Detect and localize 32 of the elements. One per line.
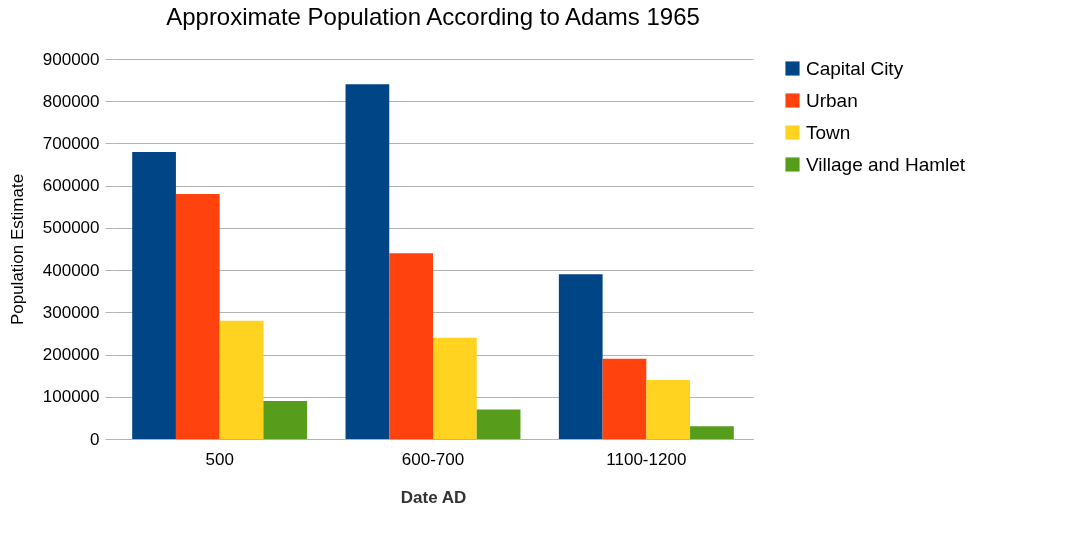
bar: [219, 320, 264, 439]
y-tick-label: 800000: [42, 91, 100, 111]
bar: [263, 401, 308, 439]
y-tick-label: 200000: [42, 345, 100, 365]
x-tick-label: 500: [205, 449, 234, 469]
bar: [476, 409, 521, 439]
bar: [646, 379, 691, 439]
bar: [690, 426, 734, 439]
legend-label: Urban: [806, 89, 858, 111]
y-tick-label: 600000: [42, 176, 100, 196]
y-tick-label: 500000: [42, 218, 100, 238]
y-tick-label: 700000: [42, 133, 100, 153]
x-tick-label: 600-700: [401, 449, 465, 469]
y-tick-label: 400000: [42, 260, 100, 280]
y-tick-label: 0: [90, 429, 100, 449]
x-tick-label: 1100-1200: [606, 449, 687, 469]
y-tick-label: 900000: [42, 49, 100, 69]
bar: [132, 151, 176, 439]
y-axis-title: Population Estimate: [7, 173, 27, 326]
legend-label: Town: [806, 121, 851, 143]
chart-title: Approximate Population According to Adams 1965: [166, 3, 700, 30]
legend-label: Village and Hamlet: [806, 153, 966, 175]
bar: [389, 253, 433, 439]
bar: [602, 358, 647, 439]
bar: [175, 194, 220, 439]
bar: [433, 337, 477, 439]
y-tick-label: 100000: [42, 387, 100, 407]
bar: [345, 84, 390, 439]
bar: [558, 274, 603, 439]
legend-label: Capital City: [806, 57, 904, 79]
x-axis-title: Date AD: [400, 487, 467, 507]
y-tick-label: 300000: [42, 302, 100, 322]
